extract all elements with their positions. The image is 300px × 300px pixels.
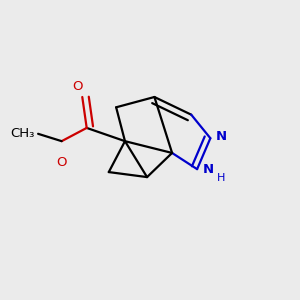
Text: O: O: [73, 80, 83, 94]
Text: O: O: [56, 156, 67, 169]
Text: CH₃: CH₃: [10, 127, 34, 140]
Text: H: H: [217, 173, 226, 183]
Text: N: N: [202, 163, 214, 176]
Text: N: N: [216, 130, 227, 143]
